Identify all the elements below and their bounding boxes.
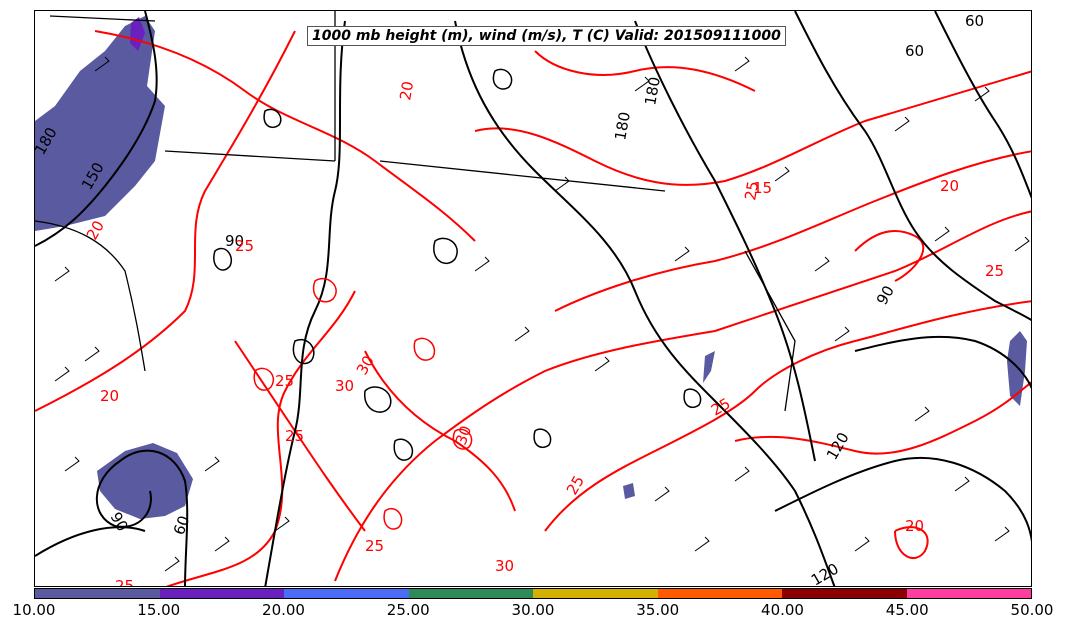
height-contour	[854, 335, 1031, 390]
temperature-contour	[544, 300, 1031, 532]
height-contour	[934, 11, 1031, 199]
state-boundary	[379, 160, 666, 192]
height-contour-label: 60	[965, 12, 984, 30]
colorbar-segment	[35, 589, 160, 598]
height-contour-label: 180	[641, 75, 664, 106]
colorbar-label: 30.00	[511, 601, 555, 619]
colorbar-label: 15.00	[137, 601, 181, 619]
height-contour-label: 90	[873, 282, 898, 308]
shading-region-east	[1007, 331, 1027, 406]
height-contour-label: 120	[823, 429, 853, 463]
temperature-contour-label: 20	[940, 177, 959, 195]
height-contour	[35, 526, 146, 557]
colorbar-segment	[159, 589, 284, 598]
temperature-contour-label: 25	[275, 372, 294, 390]
shading-region-northwest	[35, 16, 165, 231]
height-contour	[264, 20, 346, 586]
temperature-contour-label: 15	[753, 179, 772, 197]
temperature-contour	[364, 350, 516, 512]
shading-region-purple-core	[130, 17, 145, 51]
temperature-contour-label: 25	[285, 427, 304, 445]
colorbar-segment	[906, 589, 1031, 598]
state-boundary	[49, 15, 156, 22]
colorbar-label: 50.00	[1010, 601, 1054, 619]
colorbar-segment	[533, 589, 658, 598]
shading-region-south	[623, 483, 635, 499]
temperature-contour-label: 30	[452, 423, 475, 447]
colorbar-segment	[782, 589, 907, 598]
wind-speed-shading	[35, 16, 1027, 519]
temperature-contour	[334, 210, 1031, 582]
map-panel: 180 150 90 60 90 180 90 60 120 120 60 180 20 20 25 30 30…	[34, 10, 1032, 587]
height-contour	[794, 11, 1031, 321]
terrain-contour-clutter	[213, 68, 702, 530]
colorbar-segment	[657, 589, 782, 598]
temperature-contour-label: 25	[235, 237, 254, 255]
temperature-contour-label: 30	[335, 377, 354, 395]
height-contour	[454, 20, 836, 586]
height-contour-label: 180	[611, 110, 634, 141]
temperature-contour-label: 20	[396, 80, 417, 102]
wind-barbs	[54, 56, 1030, 572]
temperature-contour-label: 20	[905, 517, 924, 535]
colorbar-segment	[408, 589, 533, 598]
colorbar-segment	[284, 589, 409, 598]
temperature-contour	[165, 290, 356, 586]
temperature-contour-label: 20	[83, 217, 108, 243]
shading-region-pacific	[97, 443, 193, 519]
colorbar	[34, 588, 1032, 599]
temperature-contour-label: 30	[495, 557, 514, 575]
temperature-contour-label: 20	[100, 387, 119, 405]
coastline	[35, 220, 146, 372]
temperature-contours	[35, 30, 1031, 586]
temperature-contour-label: 25	[563, 472, 588, 498]
state-boundary	[744, 250, 796, 412]
temperature-contour-label: 30	[353, 352, 378, 378]
temperature-contour	[474, 70, 1031, 186]
temperature-contour-label: 25	[115, 577, 134, 587]
state-boundary	[164, 150, 336, 162]
colorbar-labels: 10.00 15.00 20.00 25.00 30.00 35.00 40.0…	[0, 601, 1065, 623]
temperature-contour	[554, 150, 1031, 312]
height-contour	[774, 456, 1031, 543]
height-contours	[35, 11, 1031, 586]
temperature-contour-label: 25	[741, 180, 762, 202]
temperature-contour	[894, 526, 929, 560]
temperature-contour	[854, 230, 925, 282]
temperature-contour-label: 25	[365, 537, 384, 555]
height-contour-label: 120	[808, 560, 842, 587]
temperature-contour-label: 25	[985, 262, 1004, 280]
colorbar-label: 10.00	[12, 601, 56, 619]
colorbar-label: 25.00	[386, 601, 430, 619]
height-contour	[95, 449, 189, 586]
temperature-contour	[94, 30, 476, 242]
colorbar-label: 35.00	[636, 601, 680, 619]
shading-region-gulf	[703, 351, 715, 383]
temperature-contour	[534, 50, 756, 92]
height-contour-label: 60	[170, 513, 193, 537]
colorbar-label: 45.00	[885, 601, 929, 619]
colorbar-label: 20.00	[262, 601, 305, 619]
height-contour-label: 90	[225, 232, 244, 250]
temperature-contour	[734, 381, 1031, 455]
height-contour	[35, 11, 158, 247]
height-contour-label: 60	[905, 42, 924, 60]
height-contour	[634, 20, 816, 462]
colorbar-label: 40.00	[761, 601, 804, 619]
temperature-contour	[35, 30, 296, 412]
map-title: 1000 mb height (m), wind (m/s), T (C) Va…	[307, 26, 786, 46]
